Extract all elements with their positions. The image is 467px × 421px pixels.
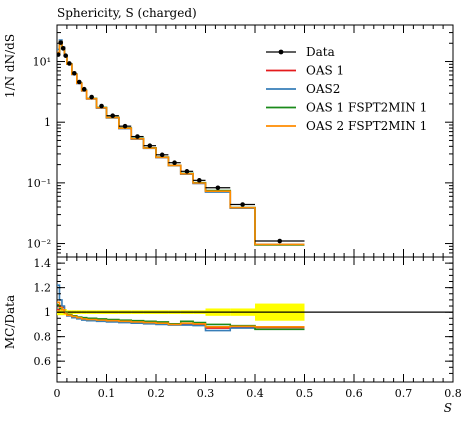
chart-title: Sphericity, S (charged): [57, 6, 197, 20]
x-tick-label: 0.7: [395, 387, 413, 400]
data-point: [58, 40, 64, 45]
x-tick-label: 0.5: [296, 387, 314, 400]
mc-histogram-3: [57, 41, 305, 246]
data-point: [60, 46, 66, 51]
mc-histogram-1: [57, 40, 305, 246]
main-panel: 10⁻² 10⁻¹ 1 10¹: [27, 24, 454, 258]
y-tick-label-top: 10⁻¹: [27, 177, 51, 190]
y-tick-label-bottom: 1.4: [34, 257, 52, 270]
mc-histogram-4: [57, 40, 305, 246]
y-tick-label-bottom: 0.8: [34, 331, 52, 344]
y-axis-label-top: 1/N dN/dS: [3, 34, 17, 98]
y-tick-label-top: 10⁻²: [27, 238, 51, 251]
x-tick-label: 0.4: [246, 387, 264, 400]
data-point: [76, 79, 82, 85]
data-point: [63, 53, 68, 58]
y-tick-label-top: 1: [44, 116, 51, 129]
data-point: [110, 113, 115, 118]
legend-label: OAS 2 FSPT2MIN 1: [306, 119, 427, 133]
legend-label: OAS 1 FSPT2MIN 1: [306, 101, 427, 115]
data-point: [67, 61, 72, 66]
y-tick-label-bottom: 1: [44, 306, 51, 319]
data-point: [99, 103, 104, 109]
data-point: [89, 94, 94, 100]
ratio-line-3: [57, 303, 305, 331]
data-point: [147, 143, 153, 148]
data-point: [215, 185, 221, 191]
ratio-panel: 0.6 0.8 1 1.2 1.4: [34, 256, 454, 383]
data-point: [197, 178, 202, 183]
data-point: [122, 123, 128, 129]
x-tick-label: 0.2: [147, 387, 165, 400]
legend-data-marker: [278, 49, 284, 55]
y-tick-label-bottom: 1.2: [34, 282, 52, 295]
x-axis-label: S: [444, 401, 452, 415]
ratio-line-4: [57, 301, 305, 328]
y-tick-label-top: 10¹: [33, 56, 51, 69]
legend-label: Data: [306, 45, 335, 59]
x-tick-label: 0.3: [197, 387, 215, 400]
x-tick-label: 0.6: [345, 387, 363, 400]
data-point: [240, 202, 245, 207]
x-tick-label: 0: [54, 387, 61, 400]
data-point: [135, 134, 140, 139]
data-point: [277, 238, 283, 244]
data-point: [184, 169, 190, 174]
x-tick-label: 0.8: [444, 387, 462, 400]
data-point: [159, 152, 165, 158]
data-point: [57, 52, 61, 57]
y-axis-label-bottom: MC/Data: [3, 295, 17, 349]
data-point: [172, 160, 177, 165]
legend: Data OAS 1 OAS2 OAS 1 FSPT2MIN 1 OAS 2 FSPT2…: [266, 45, 427, 133]
legend-label: OAS 1: [306, 64, 344, 78]
data-point: [72, 70, 77, 76]
y-tick-label-bottom: 0.6: [34, 355, 52, 368]
x-tick-label: 0.1: [98, 387, 116, 400]
data-point: [81, 86, 87, 92]
legend-label: OAS2: [306, 82, 340, 96]
